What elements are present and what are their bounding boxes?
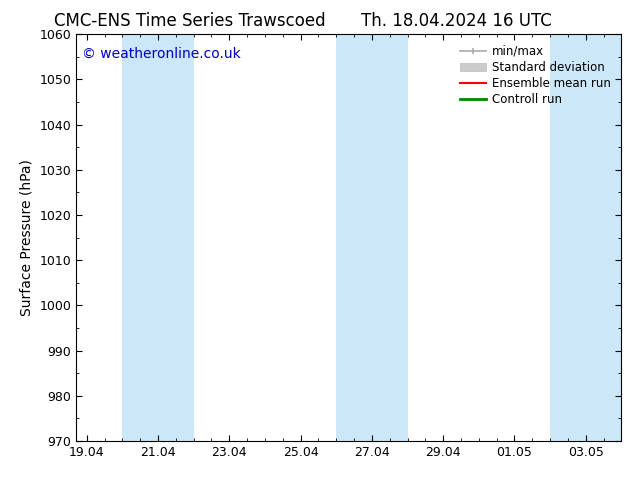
Text: © weatheronline.co.uk: © weatheronline.co.uk — [82, 47, 240, 60]
Bar — [336, 34, 408, 441]
Bar — [122, 34, 193, 441]
Legend: min/max, Standard deviation, Ensemble mean run, Controll run: min/max, Standard deviation, Ensemble me… — [455, 40, 616, 111]
Text: CMC-ENS Time Series Trawscoed: CMC-ENS Time Series Trawscoed — [55, 12, 326, 30]
Y-axis label: Surface Pressure (hPa): Surface Pressure (hPa) — [20, 159, 34, 316]
Bar — [550, 34, 621, 441]
Text: Th. 18.04.2024 16 UTC: Th. 18.04.2024 16 UTC — [361, 12, 552, 30]
